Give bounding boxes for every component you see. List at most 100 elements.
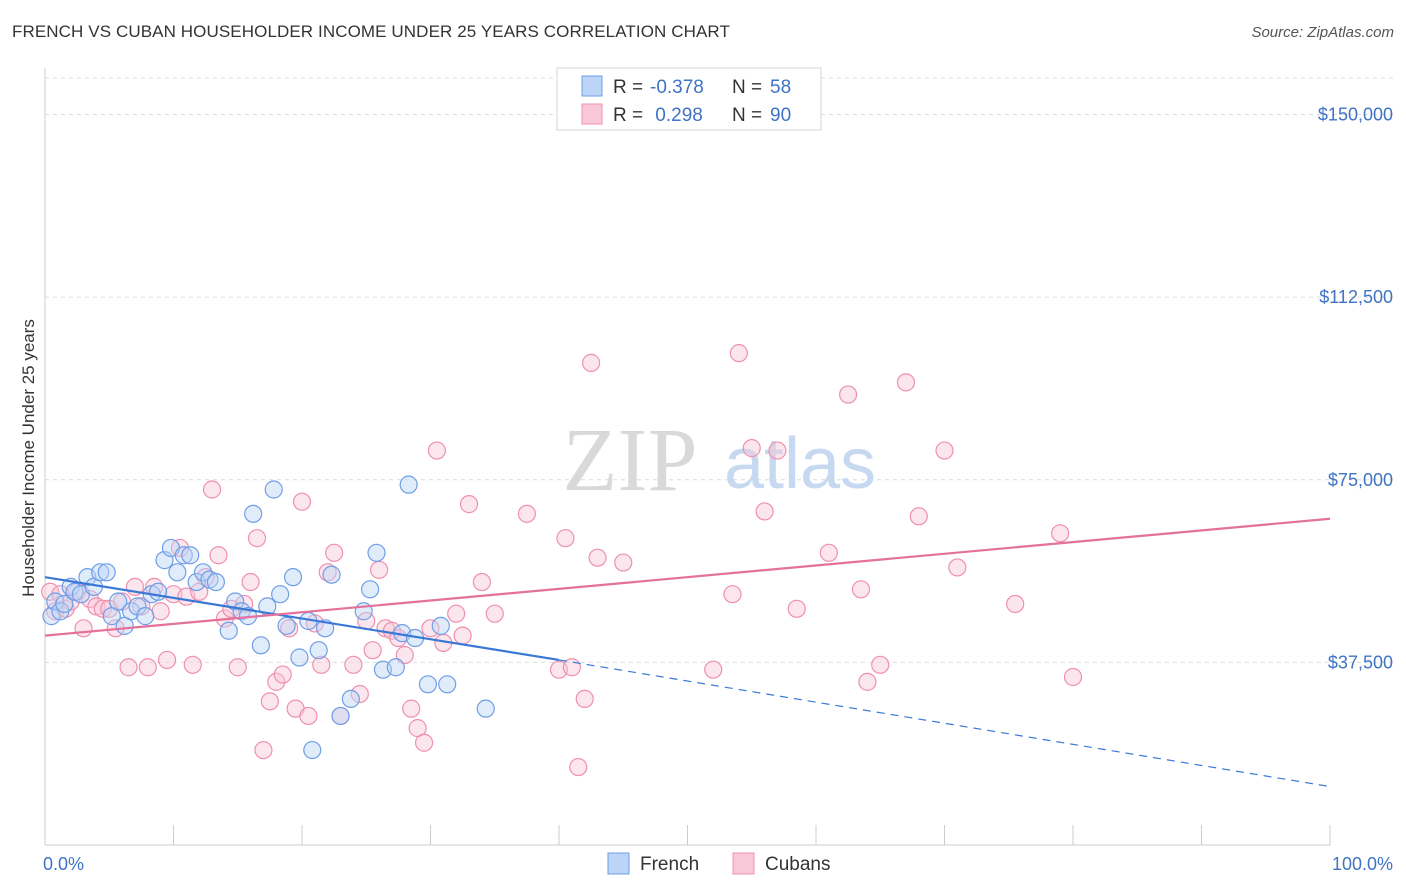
cubans-point-60 xyxy=(427,441,447,460)
cubans-point-92 xyxy=(1006,594,1025,614)
trendlines xyxy=(44,517,1331,788)
cubans-point-26 xyxy=(202,480,222,499)
legend-r-label-cubans: R = xyxy=(613,105,643,126)
cubans-point-48 xyxy=(350,684,369,704)
watermark-zip: ZIP xyxy=(563,411,698,510)
french-point-18 xyxy=(148,582,168,601)
y-tick-label-1: $75,000 xyxy=(1328,470,1393,490)
french-point-51 xyxy=(386,658,405,677)
cubans-point-72 xyxy=(575,689,594,709)
cubans-point-78 xyxy=(729,344,749,363)
cubans-point-51 xyxy=(370,560,389,579)
french-point-55 xyxy=(418,675,438,694)
cubans-point-85 xyxy=(851,580,871,599)
cubans-point-80 xyxy=(755,502,774,521)
cubans-point-84 xyxy=(839,385,858,404)
bottom-legend-swatch-cubans xyxy=(732,852,755,875)
french-point-48 xyxy=(361,580,380,599)
bottom-legend: French Cubans xyxy=(607,852,831,875)
french-point-44 xyxy=(322,565,341,584)
french-point-53 xyxy=(399,475,418,494)
french-point-39 xyxy=(290,648,309,667)
cubans-point-23 xyxy=(183,655,202,674)
cubans-point-16 xyxy=(138,658,157,677)
cubans-point-77 xyxy=(723,585,742,604)
cubans-point-86 xyxy=(858,672,877,691)
cubans-point-89 xyxy=(909,507,928,526)
cubans-point-63 xyxy=(453,626,472,645)
cubans-point-37 xyxy=(273,665,292,684)
cubans-point-79 xyxy=(742,439,761,458)
source-attribution: Source: ZipAtlas.com xyxy=(1251,24,1394,41)
french-point-58 xyxy=(476,699,495,718)
cubans-point-87 xyxy=(871,655,890,674)
cubans-point-38 xyxy=(280,619,299,638)
cubans-point-27 xyxy=(209,546,228,565)
cubans-point-65 xyxy=(472,572,491,592)
cubans-point-15 xyxy=(132,597,151,616)
french-point-22 xyxy=(174,546,193,565)
cubans-point-88 xyxy=(896,373,916,392)
legend-r-value-cubans: 0.298 xyxy=(650,105,703,126)
cubans-point-33 xyxy=(247,529,267,548)
cubans-point-74 xyxy=(588,548,607,567)
french-point-32 xyxy=(244,504,263,523)
french-point-33 xyxy=(251,636,270,655)
french-point-38 xyxy=(283,568,303,587)
cubans-point-90 xyxy=(935,441,954,460)
cubans-point-32 xyxy=(241,572,260,592)
axes xyxy=(44,68,1331,846)
cubans-series xyxy=(41,344,1083,777)
cubans-point-73 xyxy=(582,353,601,372)
french-point-42 xyxy=(309,641,328,660)
cubans-point-69 xyxy=(556,529,575,548)
french-point-25 xyxy=(193,563,213,582)
french-point-41 xyxy=(303,740,322,760)
bottom-legend-label-cubans: Cubans xyxy=(765,854,831,875)
bottom-legend-label-french: French xyxy=(640,854,699,875)
french-point-27 xyxy=(206,572,226,592)
cubans-point-45 xyxy=(325,543,344,562)
cubans-point-81 xyxy=(768,441,787,460)
cubans-point-91 xyxy=(948,558,967,577)
french-point-49 xyxy=(367,543,386,562)
y-tick-label-3: $150,000 xyxy=(1318,105,1393,125)
cubans-point-19 xyxy=(157,650,177,670)
cubans-point-47 xyxy=(344,655,363,674)
cubans-point-93 xyxy=(1051,524,1070,543)
french-point-21 xyxy=(168,563,187,582)
cubans-point-43 xyxy=(312,655,331,674)
legend-n-label-cubans: N = xyxy=(732,105,762,126)
y-tick-label-2: $112,500 xyxy=(1319,287,1393,307)
cubans-point-40 xyxy=(292,492,312,511)
french-point-45 xyxy=(331,706,350,726)
cubans-point-94 xyxy=(1063,667,1083,687)
cubans-point-58 xyxy=(414,733,434,752)
french-trendline xyxy=(44,576,560,662)
y-axis-label: Householder Income Under 25 years xyxy=(19,319,38,597)
x-tick-labels: 0.0% 100.0% xyxy=(43,854,1393,874)
french-point-37 xyxy=(277,616,296,635)
legend: R = -0.378 N = 58 R = 0.298 N = 90 xyxy=(556,67,822,131)
cubans-point-55 xyxy=(395,645,414,665)
cubans-point-34 xyxy=(254,740,273,760)
french-point-15 xyxy=(128,597,147,616)
cubans-point-6 xyxy=(74,619,93,638)
cubans-point-62 xyxy=(447,604,466,623)
legend-n-value-french: 58 xyxy=(770,77,791,98)
french-point-57 xyxy=(438,675,457,694)
cubans-point-13 xyxy=(119,658,138,677)
cubans-point-75 xyxy=(614,553,633,572)
french-point-0 xyxy=(42,607,61,626)
french-point-35 xyxy=(264,480,283,499)
legend-n-value-cubans: 90 xyxy=(770,105,791,126)
legend-swatch-french xyxy=(581,75,603,97)
cubans-point-30 xyxy=(228,658,247,677)
french-series xyxy=(42,475,495,760)
french-trendline-extension xyxy=(558,659,1331,788)
french-point-10 xyxy=(97,563,116,582)
cubans-point-18 xyxy=(151,602,170,621)
legend-n-label-french: N = xyxy=(732,77,762,98)
cubans-point-41 xyxy=(299,706,318,726)
